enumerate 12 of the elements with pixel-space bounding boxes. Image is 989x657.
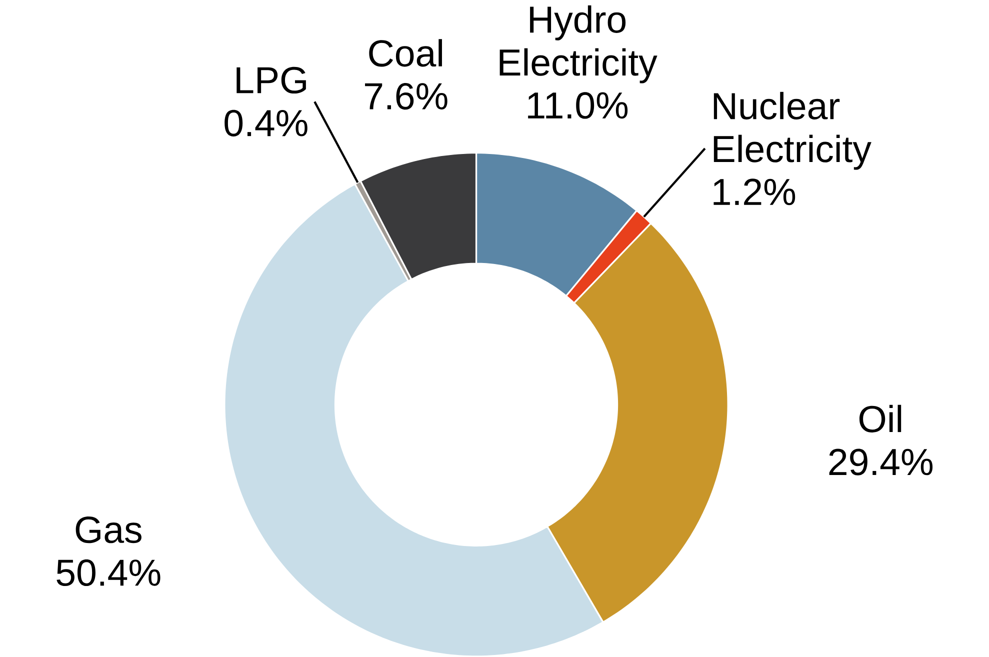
slice-label: Gas	[76, 516, 142, 544]
data-label: 29.4%	[829, 448, 933, 476]
slice-label: Hydro Electricity	[500, 5, 658, 84]
data-label: 1.2%	[714, 178, 796, 206]
data-label: 7.6%	[365, 82, 448, 110]
data-label: 11.0%	[528, 92, 628, 119]
data-label: 0.4%	[224, 110, 308, 136]
slice-label: LPG	[236, 66, 306, 94]
slice-label: Oil	[859, 404, 902, 432]
slice-label: Nuclear Electricity	[714, 92, 872, 170]
slice-label: Coal	[369, 38, 442, 67]
data-label: 50.4%	[56, 559, 160, 586]
